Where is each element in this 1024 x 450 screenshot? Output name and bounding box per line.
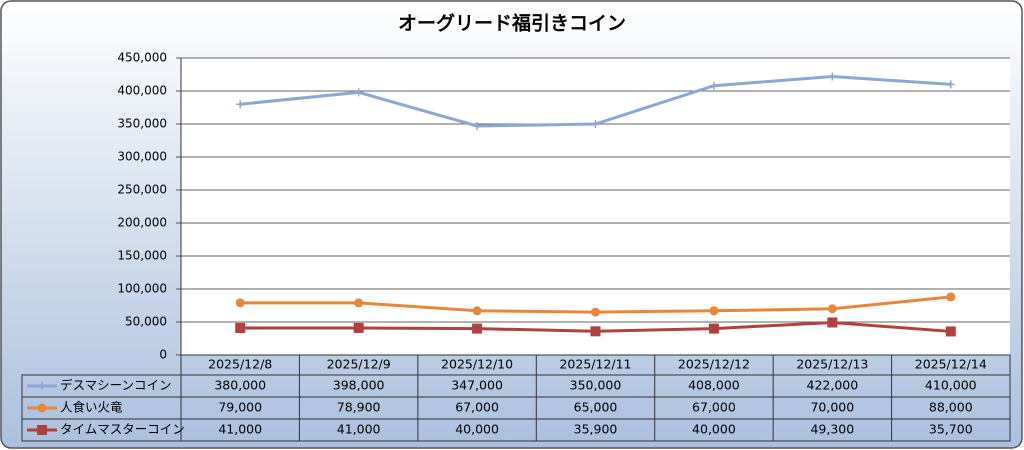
table-value: 49,300 <box>810 422 854 437</box>
marker <box>828 72 837 81</box>
table-value: 40,000 <box>692 422 736 437</box>
table-value: 67,000 <box>692 400 736 415</box>
marker <box>473 121 482 130</box>
x-tick-label: 2025/12/10 <box>441 357 513 372</box>
legend-marker <box>38 382 46 390</box>
x-tick-label: 2025/12/8 <box>208 357 272 372</box>
marker <box>235 298 245 308</box>
x-tick-label: 2025/12/13 <box>796 357 868 372</box>
marker <box>709 81 718 90</box>
table-value: 35,900 <box>574 422 618 437</box>
table-value: 70,000 <box>810 400 854 415</box>
marker <box>591 307 600 317</box>
x-tick-label: 2025/12/14 <box>915 357 987 372</box>
table-value: 41,000 <box>337 422 381 437</box>
marker <box>827 317 838 328</box>
marker <box>354 88 363 97</box>
marker <box>353 322 364 333</box>
marker <box>946 80 955 89</box>
x-tick-label: 2025/12/12 <box>678 357 750 372</box>
marker <box>472 306 482 316</box>
table-value: 410,000 <box>925 378 977 393</box>
legend-label: 人食い火竜 <box>60 400 123 415</box>
marker <box>946 292 956 302</box>
y-tick-label: 400,000 <box>117 84 167 98</box>
chart-title: オーグリード福引きコイン <box>398 12 626 35</box>
table-value: 40,000 <box>455 422 499 437</box>
y-tick-label: 350,000 <box>117 117 167 131</box>
y-tick-label: 100,000 <box>117 282 167 296</box>
marker <box>236 100 245 109</box>
marker <box>945 326 956 337</box>
marker <box>354 298 364 308</box>
legend-label: デスマシーンコイン <box>60 378 172 393</box>
table-value: 65,000 <box>574 400 618 415</box>
marker <box>235 322 246 333</box>
y-tick-label: 50,000 <box>125 315 167 329</box>
table-value: 408,000 <box>688 378 740 393</box>
marker <box>591 120 600 128</box>
y-tick-label: 200,000 <box>117 216 167 230</box>
y-tick-label: 0 <box>159 348 167 362</box>
x-tick-label: 2025/12/9 <box>327 357 391 372</box>
y-tick-label: 300,000 <box>117 150 167 164</box>
table-value: 67,000 <box>455 400 499 415</box>
table-value: 398,000 <box>333 378 385 393</box>
table-value: 35,700 <box>929 422 973 437</box>
legend-marker <box>37 403 47 413</box>
legend-marker <box>37 425 47 435</box>
marker <box>708 323 719 334</box>
y-tick-label: 250,000 <box>117 183 167 197</box>
marker <box>709 306 719 316</box>
x-tick-label: 2025/12/11 <box>559 357 631 372</box>
table-value: 41,000 <box>218 422 262 437</box>
table-value: 350,000 <box>570 378 622 393</box>
marker <box>827 304 837 314</box>
table-value: 88,000 <box>929 400 973 415</box>
legend-label: タイムマスターコイン <box>60 422 185 437</box>
table-value: 380,000 <box>214 378 266 393</box>
y-tick-label: 450,000 <box>117 51 167 65</box>
y-tick-label: 150,000 <box>117 249 167 263</box>
table-value: 347,000 <box>451 378 503 393</box>
table-value: 422,000 <box>807 378 859 393</box>
marker <box>590 326 601 337</box>
table-value: 78,900 <box>337 400 381 415</box>
marker <box>472 323 483 334</box>
table-value: 79,000 <box>218 400 262 415</box>
